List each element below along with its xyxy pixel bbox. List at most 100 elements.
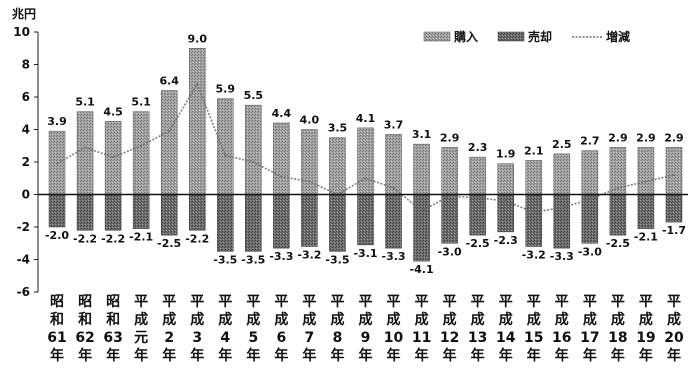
purchase-bar: [76, 111, 94, 195]
x-category-label: 平成 9年: [359, 294, 373, 364]
purchase-value-label: 9.0: [187, 32, 207, 45]
sale-bar: [76, 194, 94, 231]
sale-bar: [48, 194, 66, 228]
x-category-line: 2: [164, 330, 174, 346]
sale-value-label: -3.3: [382, 250, 406, 263]
x-category-line: 18: [608, 330, 627, 346]
purchase-bar: [132, 111, 150, 195]
x-category-line: 成: [190, 311, 204, 328]
purchase-bar: [441, 147, 458, 195]
sale-value-label: -3.0: [438, 245, 462, 258]
net-line-point: [252, 161, 255, 163]
x-category-line: 年: [611, 347, 625, 364]
x-category-line: 63: [103, 330, 122, 346]
x-category-label: 昭和 61年: [47, 294, 66, 364]
sale-value-label: -3.2: [297, 249, 321, 262]
sale-value-label: -3.5: [325, 253, 349, 266]
net-line-point: [364, 177, 367, 180]
purchase-value-label: 3.7: [384, 118, 404, 131]
legend-swatch-sale: [497, 31, 525, 42]
net-line-point: [196, 83, 199, 85]
sale-bar: [132, 194, 150, 229]
x-category-line: 9: [361, 330, 371, 346]
x-category-line: 平: [190, 294, 204, 310]
x-category-label: 平成 6年: [274, 294, 288, 364]
x-category-line: 年: [50, 347, 64, 364]
x-category-line: 62: [75, 330, 94, 346]
x-category-line: 成: [359, 311, 373, 328]
x-category-line: 年: [218, 347, 232, 364]
data-labels: 3.9 5.1 4.5 5.1 6.4 9.0 5.9 5.5 4.4 4.0 3.5 4.1 3.7 3…: [45, 32, 686, 276]
x-category-line: 平: [527, 294, 541, 310]
purchase-bar: [469, 156, 486, 195]
sale-value-label: -1.7: [662, 224, 686, 237]
x-category-label: 平成 3年: [190, 294, 204, 364]
sale-bar: [609, 194, 627, 236]
x-category-line: 元: [134, 330, 148, 346]
x-category-line: 10: [384, 330, 404, 346]
x-category-label: 平成 12年: [440, 294, 459, 364]
purchase-value-label: 5.5: [244, 89, 264, 102]
y-tick-label: 2: [22, 155, 30, 169]
x-category-label: 平成 5年: [246, 294, 260, 364]
y-axis: 10 8 6 4 2 0 -2 -4 -6: [13, 25, 39, 299]
net-line-point: [560, 206, 563, 209]
x-category-line: 成: [218, 311, 232, 328]
x-category-label: 平成 20年: [664, 294, 684, 364]
sale-bar: [273, 194, 290, 249]
purchase-bar: [160, 90, 178, 195]
x-category-line: 成: [387, 311, 401, 328]
x-category-line: 61: [47, 330, 66, 346]
x-category-line: 平: [443, 294, 457, 310]
purchase-bar: [357, 127, 374, 195]
sale-value-label: -2.2: [185, 232, 209, 245]
purchase-value-label: 5.1: [75, 96, 95, 109]
x-category-label: 平成 7年: [302, 294, 316, 364]
purchase-bar: [413, 143, 430, 195]
y-tick-label: -2: [17, 220, 30, 234]
sale-bar: [469, 194, 486, 236]
sale-bar: [188, 194, 206, 231]
net-line-point: [645, 180, 647, 183]
purchase-bar: [188, 48, 206, 195]
sale-bar: [301, 194, 318, 247]
x-category-line: 3: [192, 330, 202, 346]
sale-value-label: -3.0: [578, 245, 602, 258]
sale-value-label: -3.5: [213, 253, 237, 266]
sale-bar: [637, 194, 655, 229]
x-category-line: 年: [667, 347, 681, 364]
purchase-value-label: 6.4: [159, 75, 179, 88]
x-category-line: 平: [162, 294, 176, 310]
x-category-line: 平: [302, 294, 316, 310]
x-category-line: 年: [162, 347, 176, 364]
net-line-point: [476, 196, 479, 199]
x-category-line: 年: [274, 347, 288, 364]
purchase-value-label: 2.9: [636, 131, 656, 144]
x-category-line: 16: [552, 330, 571, 346]
purchase-value-label: 5.9: [216, 83, 236, 96]
purchase-bar: [217, 98, 234, 195]
net-line-point: [504, 200, 507, 202]
purchase-value-label: 4.0: [300, 114, 320, 127]
x-category-line: 平: [387, 294, 401, 310]
net-line-point: [168, 130, 171, 133]
legend-label-net: 増減: [606, 29, 630, 44]
sale-bar: [553, 194, 571, 249]
sale-value-label: -2.2: [73, 232, 97, 245]
sale-bar: [525, 194, 543, 247]
x-category-line: 平: [246, 294, 260, 310]
x-category-line: 成: [639, 311, 653, 328]
legend-label-sale: 売却: [528, 29, 552, 44]
purchase-value-label: 2.5: [552, 138, 572, 151]
net-line-point: [392, 187, 395, 189]
x-category-label: 平成 13年: [468, 294, 487, 364]
purchase-value-label: 4.5: [103, 105, 123, 118]
legend-swatch-purchase: [423, 31, 451, 42]
sale-bar: [217, 194, 234, 252]
x-category-line: 年: [499, 347, 513, 364]
x-category-line: 17: [580, 330, 599, 346]
sale-bar: [160, 194, 178, 236]
legend: 購入 売却 増減: [423, 29, 630, 44]
x-category-line: 年: [639, 347, 653, 364]
purchase-value-label: 4.1: [356, 112, 376, 125]
